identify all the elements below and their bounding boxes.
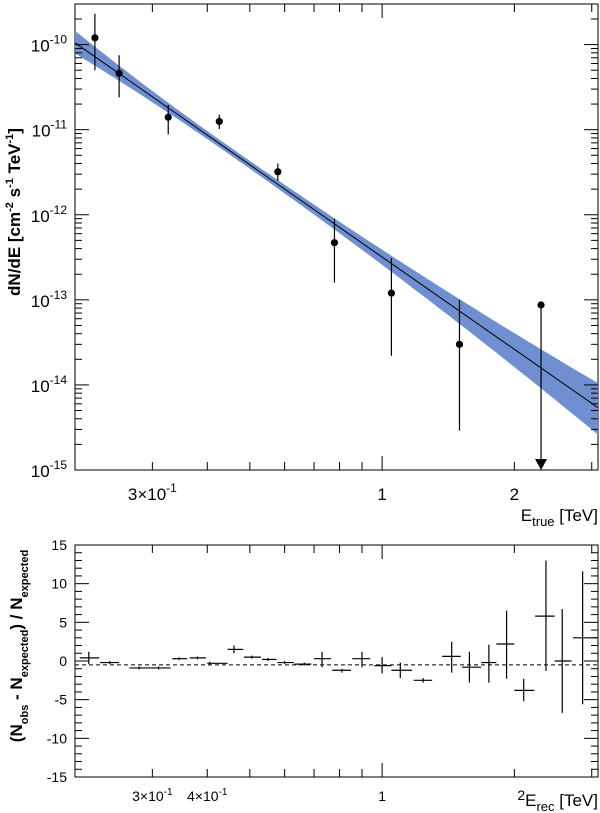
x-tick-label: 4×10-1 [187, 787, 228, 804]
flux-point [164, 113, 172, 121]
y-tick-label: 10-11 [32, 118, 68, 141]
x-tick-label: 1 [377, 485, 386, 504]
y-tick-label: 10-13 [31, 288, 68, 311]
flux-points [91, 13, 548, 470]
fit-error-band [75, 30, 598, 435]
y-tick-label: -15 [47, 769, 67, 785]
top-y-axis-title: dN/dE [cm-2 s-1 TeV-1] [4, 128, 24, 296]
x-tick-label: 2 [510, 485, 519, 504]
y-tick-label: 10 [51, 576, 67, 592]
y-tick-label: -5 [55, 692, 68, 708]
y-tick-label: 10-15 [31, 458, 68, 481]
flux-point [274, 168, 282, 176]
x-tick-label: 1 [378, 788, 386, 804]
y-tick-label: 10-14 [31, 373, 68, 396]
y-tick-label: 5 [59, 614, 67, 630]
x-tick-label: 3×10-1 [128, 481, 177, 504]
residual-points [79, 560, 598, 713]
flux-point [537, 301, 545, 309]
flux-point [115, 69, 123, 77]
top-y-ticks: 10-10 10-11 10-12 10-13 10-14 10-15 [31, 3, 598, 481]
y-tick-label: -10 [47, 730, 67, 746]
top-x-ticks: 3×10-1 1 2 [74, 4, 593, 504]
flux-point [91, 34, 99, 42]
bottom-x-ticks: 3×10-1 4×10-1 1 [74, 545, 593, 804]
flux-point [330, 239, 339, 247]
bottom-x-axis-title: 2Erec [TeV] [517, 787, 598, 813]
bottom-y-ticks: 15 10 5 0 -5 -10 -15 [47, 537, 598, 785]
bottom-plot: 15 10 5 0 -5 -10 -15 3×10-1 4×10-1 1 (Nobs - Nex… [7, 537, 599, 813]
bottom-plot-frame [74, 544, 599, 778]
flux-point [215, 117, 223, 126]
upper-limit-arrow [535, 459, 548, 470]
bottom-y-axis-title: (Nobs - Nexpected) / Nexpected [7, 550, 31, 742]
flux-point [387, 289, 396, 297]
y-tick-label: 10-10 [31, 33, 68, 56]
top-x-axis-title: Etrue [TeV] [521, 506, 598, 529]
y-tick-label: 15 [51, 537, 67, 553]
x-tick-label: 3×10-1 [132, 787, 173, 804]
fit-line [74, 42, 599, 409]
top-plot-frame [74, 3, 599, 471]
y-tick-label: 10-12 [31, 203, 68, 226]
y-tick-label: 0 [59, 653, 67, 669]
flux-point [455, 340, 464, 348]
